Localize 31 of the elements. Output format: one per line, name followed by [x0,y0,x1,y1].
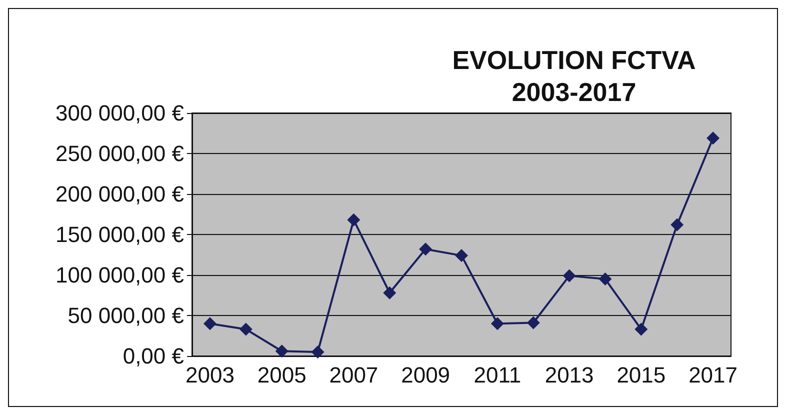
y-tick-label: 200 000,00 € [56,182,184,206]
y-tick-label: 50 000,00 € [68,303,184,328]
y-tick-label: 0,00 € [122,344,184,368]
point [598,272,612,286]
point [526,316,540,330]
point [706,132,720,145]
x-tick-label: 2009 [401,362,450,388]
x-tick-label: 2003 [185,362,234,388]
point [203,317,216,330]
x-tick-label: 2017 [688,362,738,388]
point [275,344,288,358]
point [490,317,504,330]
x-tick-label: 2013 [544,362,594,388]
y-tick-label: 150 000,00 € [56,222,184,247]
y-tick-label: 300 000,00 € [56,100,184,126]
y-tick-label: 250 000,00 € [56,141,184,166]
point [347,213,360,226]
x-tick-label: 2011 [474,362,522,388]
point [455,249,468,262]
point [670,218,684,232]
x-tick-label: 2005 [257,362,306,388]
point [562,269,576,282]
point [634,322,648,336]
point [239,322,252,336]
x-tick-label: 2015 [616,362,666,388]
point [419,242,432,256]
point [311,345,324,358]
chart-title: EVOLUTION FCTVA 2003-2017 [452,45,696,107]
x-tick-label: 2007 [329,362,378,388]
point [383,286,396,300]
y-tick-label: 100 000,00 € [56,262,184,288]
